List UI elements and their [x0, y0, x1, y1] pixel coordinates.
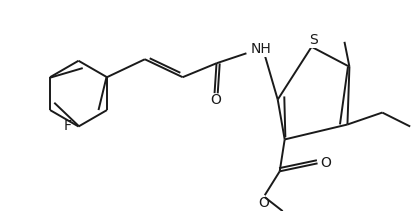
Text: NH: NH [250, 42, 271, 56]
Text: O: O [319, 156, 330, 170]
Text: O: O [258, 196, 268, 210]
Text: O: O [210, 93, 221, 107]
Text: S: S [309, 33, 317, 47]
Text: F: F [64, 120, 71, 134]
